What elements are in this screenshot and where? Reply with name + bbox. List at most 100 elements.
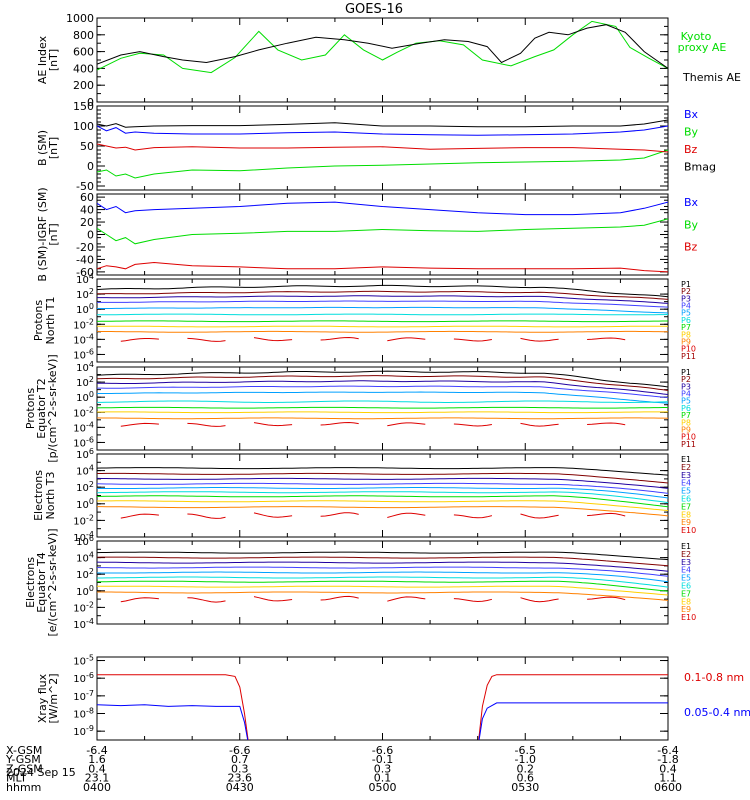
- legend: Bx By Bz: [684, 196, 699, 254]
- y-axis-unit: [nT]: [47, 223, 60, 245]
- channel-line-p10: [253, 422, 293, 427]
- channel-line-p10: [253, 337, 293, 342]
- y-tick-label: 10-2: [73, 405, 94, 419]
- legend-e7: E7: [681, 589, 691, 598]
- channel-line-e10: [120, 513, 159, 519]
- channel-line-e8: [97, 500, 668, 511]
- legend-e5: E5: [681, 487, 691, 496]
- channel-line-p4: [97, 385, 668, 398]
- channel-line-e9: [97, 506, 668, 517]
- tick-value: -6.6: [229, 744, 250, 757]
- y-tick-label: 800: [73, 29, 94, 42]
- channel-line-e10: [587, 512, 626, 517]
- legend-e10: E10: [681, 613, 696, 622]
- y-tick-label: 10-7: [73, 689, 94, 703]
- legend-p3: P3: [681, 294, 691, 303]
- channel-line-p10: [587, 422, 626, 426]
- tick-value: 0430: [226, 781, 254, 794]
- tick-value: -0.1: [372, 753, 393, 766]
- y-tick-label: 104: [76, 272, 94, 286]
- y-axis-unit: [nT]: [47, 49, 60, 71]
- tick-value: 0500: [369, 781, 397, 794]
- series-line-by: [97, 149, 668, 179]
- channel-line-e10: [253, 596, 293, 602]
- legend-p5: P5: [681, 309, 691, 318]
- y-tick-label: 400: [73, 62, 94, 75]
- y-axis-label-group: Xray flux[W/m^2]: [36, 673, 60, 723]
- legend-e4: E4: [681, 566, 691, 575]
- panel-ae: 0 200 400 600 800 1000 AE Index[nT] Kyotoproxy …: [36, 12, 741, 109]
- channel-line-e10: [453, 598, 493, 603]
- y-axis-label: Protons: [32, 300, 45, 341]
- channel-line-e10: [320, 595, 359, 601]
- legend-themis-ae: Themis AE: [682, 71, 741, 84]
- channel-line-p2: [97, 375, 668, 391]
- y-tick-label: 100: [76, 302, 94, 316]
- legend-bmag: Bmag: [684, 161, 716, 174]
- y-tick-label: 10-4: [73, 332, 94, 346]
- panel-frame: [96, 656, 669, 741]
- series-line-bx: [97, 125, 668, 136]
- orbit-time-axis: X-GSMY-GSMZ-GSMMLThhmm-6.41.60.423.10400…: [5, 744, 682, 794]
- channel-line-p10: [320, 336, 359, 341]
- y-tick-label: 100: [76, 390, 94, 404]
- channel-line-e2: [97, 472, 668, 484]
- y-tick-label: 20: [80, 216, 94, 229]
- channel-line-e5: [97, 487, 668, 499]
- plot-area: [97, 201, 668, 273]
- legend-p1: P1: [681, 280, 691, 289]
- channel-line-e5: [97, 571, 668, 583]
- legend-p5: P5: [681, 397, 691, 406]
- y-axis-label: Xray flux: [36, 673, 49, 723]
- legend-e8: E8: [681, 597, 691, 606]
- channel-line-p8: [97, 411, 668, 414]
- y-axis-label: Electrons: [32, 470, 45, 521]
- y-tick-label: 10-2: [73, 513, 94, 527]
- y-tick-label: 102: [76, 375, 94, 389]
- panel-bsm: -50 0 50 100 150 B (SM)[nT] Bx By Bz Bmag: [36, 100, 716, 193]
- series-line-kyoto-proxy-ae: [97, 20, 668, 74]
- tick-value: 23.1: [85, 772, 110, 785]
- y-axis-ticks: 10-9 10-8 10-7 10-6 10-5: [73, 654, 669, 740]
- y-axis-label-group: Electrons North T3: [32, 470, 57, 521]
- series-line-0-05-0-4-nm: [97, 702, 668, 740]
- channel-line-p3: [97, 380, 668, 395]
- channel-line-p6: [97, 400, 668, 403]
- channel-line-p10: [587, 337, 626, 341]
- legend-p3: P3: [681, 382, 691, 391]
- y-tick-label: 10-6: [73, 435, 94, 449]
- channel-line-p10: [520, 337, 559, 342]
- y-axis-ticks: -50 0 50 100 150: [73, 100, 669, 193]
- y-tick-label: 106: [76, 534, 94, 548]
- row-label-x-gsm: X-GSM: [6, 744, 42, 757]
- channel-line-p10: [120, 422, 159, 427]
- channel-line-e10: [587, 596, 626, 601]
- channel-line-e10: [387, 596, 426, 602]
- y-axis-label: AE Index: [36, 35, 49, 84]
- y-axis-ticks: 10-4 10-2 100 102 104 106: [73, 447, 669, 544]
- legend-e1: E1: [681, 455, 691, 464]
- channel-line-p4: [97, 300, 668, 308]
- channel-line-p1: [97, 284, 668, 298]
- y-tick-label: 1000: [66, 12, 94, 25]
- channel-line-p10: [187, 337, 226, 342]
- legend-p4: P4: [681, 302, 691, 311]
- y-tick-label: 0: [87, 229, 94, 242]
- plot-area: [97, 370, 668, 427]
- channel-line-p5: [97, 391, 668, 404]
- y-tick-label: 10-8: [73, 707, 94, 721]
- legend-p9: P9: [681, 425, 691, 434]
- y-axis-label: North T1: [44, 297, 57, 345]
- legend-bz: Bz: [684, 241, 698, 254]
- legend-p8: P8: [681, 418, 691, 427]
- row-label-mlt: MLT: [6, 772, 27, 785]
- legend-e7: E7: [681, 502, 691, 511]
- y-tick-label: 104: [76, 464, 94, 478]
- legend-e2: E2: [681, 550, 691, 559]
- channel-line-e4: [97, 482, 668, 494]
- channel-line-e10: [187, 597, 226, 603]
